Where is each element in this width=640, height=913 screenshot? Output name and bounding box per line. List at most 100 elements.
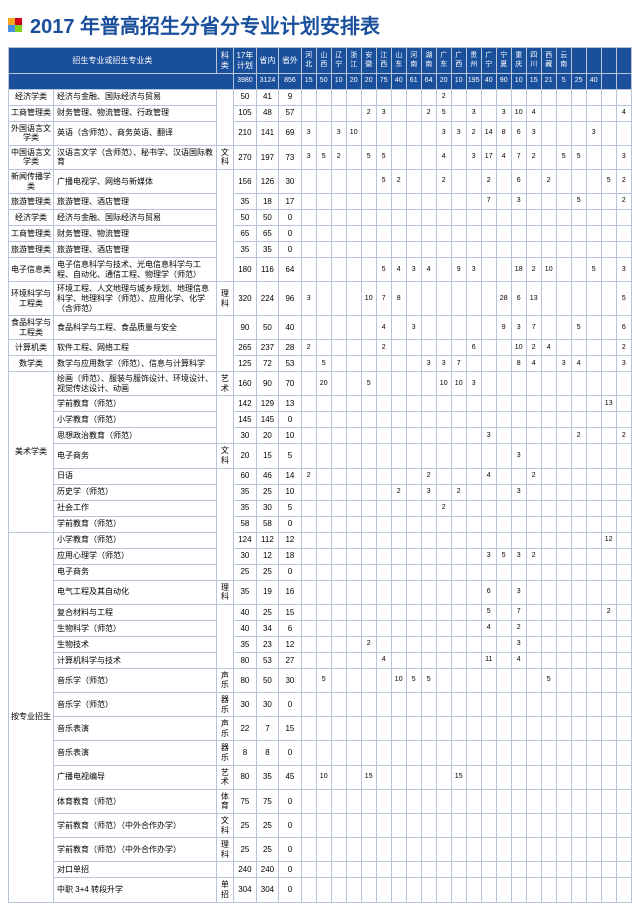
cell-province	[586, 282, 601, 316]
cell-province	[331, 242, 346, 258]
cell-province	[391, 741, 406, 765]
cell-total: 80	[234, 652, 257, 668]
cell-province	[316, 412, 331, 428]
cell-province	[301, 356, 316, 372]
cell-province	[301, 210, 316, 226]
cell-province	[406, 765, 421, 789]
cell-province	[541, 194, 556, 210]
cell-province	[346, 484, 361, 500]
cell-province	[571, 210, 586, 226]
cell-outprov: 0	[279, 878, 302, 902]
cell-province	[466, 484, 481, 500]
table-body: 经济学类经济与金融、国际经济与贸易504192工商管理类财务管理、物流管理、行政…	[9, 89, 632, 902]
cell-province	[601, 652, 616, 668]
cell-province	[376, 194, 391, 210]
cell-province	[316, 169, 331, 193]
cell-major: 应用心理学（师范）	[54, 548, 217, 564]
cell-province	[301, 813, 316, 837]
cell-province	[601, 717, 616, 741]
cell-province	[556, 500, 571, 516]
cell-province: 10	[391, 668, 406, 692]
cell-province	[346, 862, 361, 878]
cell-province	[541, 89, 556, 105]
table-row: 旅游管理类旅游管理、酒店管理3518177352	[9, 194, 632, 210]
cell-province	[601, 412, 616, 428]
hdr-province: 安徽	[361, 48, 376, 74]
cell-province	[526, 652, 541, 668]
cell-province: 3	[331, 121, 346, 145]
cell-province	[436, 862, 451, 878]
cell-province: 3	[436, 356, 451, 372]
cell-province	[601, 580, 616, 604]
cell-province	[481, 813, 496, 837]
cell-province	[346, 145, 361, 169]
cell-inprov: 126	[256, 169, 279, 193]
cell-province	[481, 226, 496, 242]
cell-province	[346, 580, 361, 604]
cell-province	[376, 121, 391, 145]
cell-province	[466, 356, 481, 372]
cell-province	[316, 396, 331, 412]
cell-inprov: 46	[256, 468, 279, 484]
cell-major: 社会工作	[54, 500, 217, 516]
cell-province: 3	[466, 258, 481, 282]
cell-province	[361, 356, 376, 372]
cell-province	[376, 444, 391, 468]
cell-province	[571, 105, 586, 121]
cell-province	[541, 516, 556, 532]
cell-major: 计算机科学与技术	[54, 652, 217, 668]
cell-province	[346, 340, 361, 356]
cell-province	[346, 169, 361, 193]
cell-province	[466, 636, 481, 652]
cell-province	[541, 500, 556, 516]
cell-province	[406, 210, 421, 226]
cell-outprov: 70	[279, 372, 302, 396]
cell-province	[361, 838, 376, 862]
cell-province: 3	[511, 444, 526, 468]
cell-province	[451, 444, 466, 468]
table-row: 计算机类软件工程、网络工程2652372822610242	[9, 340, 632, 356]
cell-province	[541, 316, 556, 340]
cell-outprov: 5	[279, 500, 302, 516]
cell-province	[361, 532, 376, 548]
cell-province	[556, 668, 571, 692]
cell-major: 食品科学与工程、食品质量与安全	[54, 316, 217, 340]
cell-inprov: 30	[256, 500, 279, 516]
cell-province	[556, 428, 571, 444]
cell-province	[466, 242, 481, 258]
cell-province	[421, 693, 436, 717]
hdr-total: 10	[331, 74, 346, 89]
cell-province	[466, 282, 481, 316]
cell-province	[571, 484, 586, 500]
cell-province	[496, 226, 511, 242]
cell-province	[316, 620, 331, 636]
cell-major: 学前教育（师范）	[54, 516, 217, 532]
cell-province	[481, 500, 496, 516]
cell-province	[526, 169, 541, 193]
cell-province	[481, 789, 496, 813]
cell-province	[451, 468, 466, 484]
cell-province: 3	[616, 145, 631, 169]
cell-province	[466, 468, 481, 484]
cell-province	[376, 878, 391, 902]
cell-province	[316, 580, 331, 604]
cell-province	[361, 468, 376, 484]
cell-province	[466, 428, 481, 444]
cell-province	[301, 484, 316, 500]
cell-province	[391, 444, 406, 468]
cell-province	[586, 210, 601, 226]
cell-province	[391, 396, 406, 412]
cell-province	[391, 356, 406, 372]
cell-province	[346, 372, 361, 396]
cell-province	[616, 668, 631, 692]
cell-inprov: 25	[256, 484, 279, 500]
cell-province	[361, 717, 376, 741]
cell-outprov: 96	[279, 282, 302, 316]
cell-province	[601, 316, 616, 340]
cell-province	[436, 226, 451, 242]
cell-total: 35	[234, 194, 257, 210]
cell-province: 2	[616, 194, 631, 210]
cell-province	[571, 89, 586, 105]
cell-total: 40	[234, 604, 257, 620]
cell-province	[601, 516, 616, 532]
